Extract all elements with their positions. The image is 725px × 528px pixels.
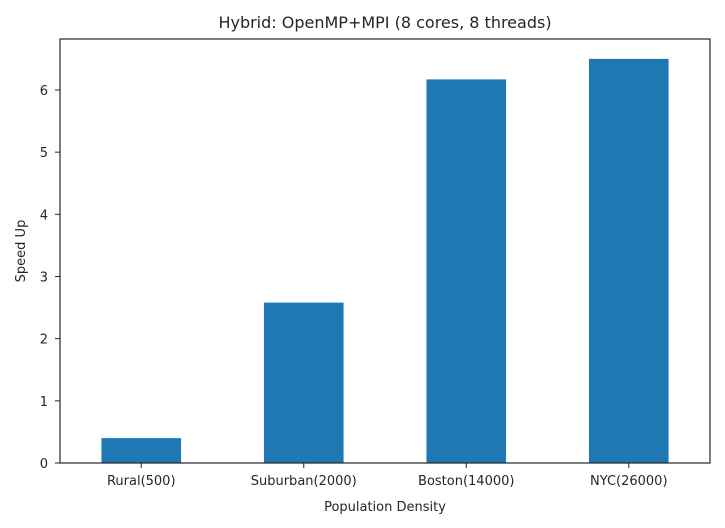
x-tick-label-0: Rural(500) <box>107 474 176 489</box>
y-tick-label-2: 2 <box>40 333 48 348</box>
bars <box>101 58 669 464</box>
x-tick-label-1: Suburban(2000) <box>251 474 357 489</box>
x-axis-ticks: Rural(500) Suburban(2000) Boston(14000) NYC… <box>107 463 668 489</box>
bar-3 <box>588 58 669 463</box>
y-axis-label: Speed Up <box>14 220 29 283</box>
y-tick-label-1: 1 <box>40 395 48 410</box>
y-tick-label-5: 5 <box>40 146 48 161</box>
y-tick-label-6: 6 <box>40 84 48 99</box>
bar-0 <box>101 438 182 463</box>
x-tick-label-2: Boston(14000) <box>418 474 514 489</box>
bar-1 <box>263 302 344 463</box>
x-axis-label: Population Density <box>324 500 446 515</box>
chart-title: Hybrid: OpenMP+MPI (8 cores, 8 threads) <box>218 13 551 32</box>
bar-2 <box>426 79 507 464</box>
y-tick-label-4: 4 <box>40 208 48 223</box>
y-tick-label-0: 0 <box>40 457 48 472</box>
plot-area-frame <box>59 38 711 464</box>
x-tick-label-3: NYC(26000) <box>590 474 668 489</box>
y-tick-label-3: 3 <box>40 270 48 285</box>
y-axis-ticks: 0 1 2 3 4 5 6 <box>40 84 60 472</box>
